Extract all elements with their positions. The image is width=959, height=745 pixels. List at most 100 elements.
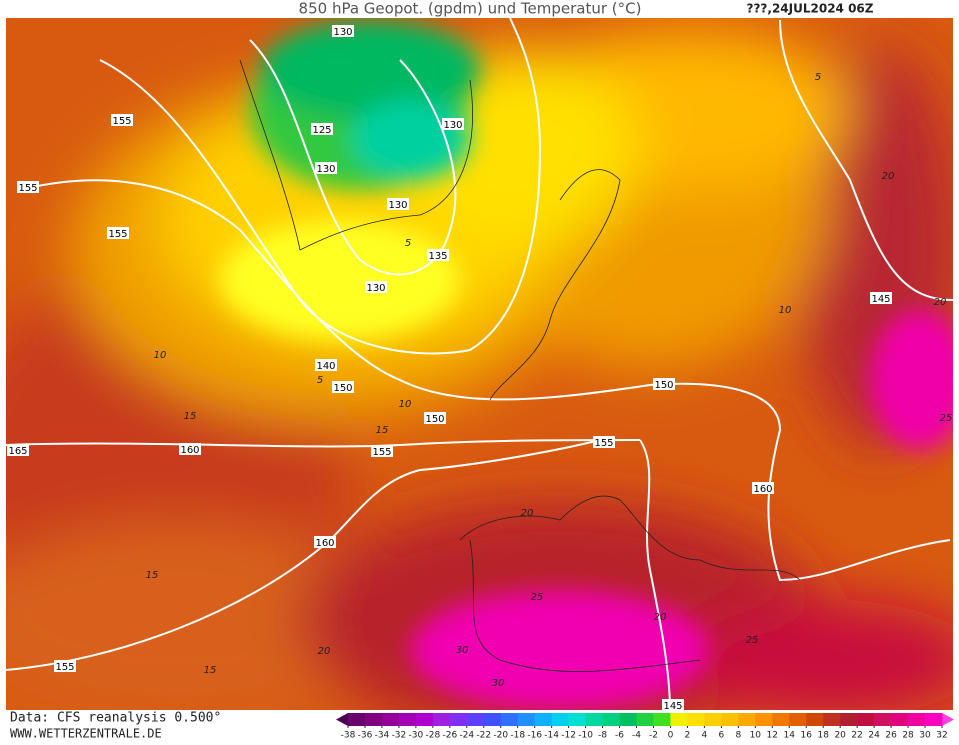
geopotential-value: 130 [333, 27, 352, 38]
temperature-label: 5 [405, 238, 411, 249]
temperature-label: 20 [882, 171, 895, 182]
geopotential-value: 150 [425, 414, 444, 425]
colorbar-box [483, 713, 502, 726]
map-field [6, 18, 953, 710]
colorbar-box [348, 713, 366, 726]
temperature-label: 15 [184, 411, 197, 422]
map-date: ???,24JUL2024 06Z [747, 2, 874, 16]
temperature-label: 10 [779, 305, 792, 316]
label-box [662, 699, 684, 711]
temperature-label: 5 [815, 72, 821, 83]
colorbar-label: -34 [375, 731, 390, 741]
label-box [314, 536, 336, 548]
geopotential-value: 155 [594, 438, 613, 449]
colorbar-label: 32 [936, 731, 947, 741]
colorbar-box [925, 713, 943, 726]
label-box [17, 181, 39, 193]
colorbar-label: 8 [735, 731, 741, 741]
colorbar-box [874, 713, 892, 726]
geopotential-value: 130 [316, 164, 335, 175]
temperature-label: 25 [940, 413, 953, 424]
temperature-label: 30 [492, 678, 505, 689]
geopotential-value: 125 [312, 125, 331, 136]
colorbar-box [517, 713, 535, 726]
colorbar-box [891, 713, 909, 726]
geopotential-value: 150 [333, 383, 352, 394]
colorbar-label: 28 [902, 731, 914, 741]
colorbar-box [721, 713, 739, 726]
colorbar-box [772, 713, 790, 726]
label-box [365, 281, 387, 293]
temperature-label: 5 [317, 375, 323, 386]
colorbar-box [823, 713, 841, 726]
colorbar-label: -10 [578, 731, 593, 741]
temperature-label: 15 [146, 570, 159, 581]
label-box [111, 114, 133, 126]
geopotential-label: 165 [7, 444, 29, 457]
colorbar-label: 24 [868, 731, 880, 741]
label-box [371, 445, 393, 457]
geopotential-label: 150 [332, 381, 354, 394]
colorbar-box [364, 713, 383, 726]
label-box [387, 198, 409, 210]
geopotential-label: 155 [17, 181, 39, 194]
colorbar-label: 18 [817, 731, 829, 741]
colorbar-label: -24 [459, 731, 474, 741]
colorbar-label: 26 [885, 731, 897, 741]
colorbar-label: -12 [561, 731, 576, 741]
geopotential-label: 160 [314, 536, 336, 549]
temperature-label: 20 [654, 612, 667, 623]
geopotential-value: 155 [108, 229, 127, 240]
geopotential-value: 130 [388, 200, 407, 211]
temperature-label: 20 [318, 646, 331, 657]
colorbar-box [398, 713, 417, 726]
colorbar-box [806, 713, 824, 726]
colorbar: -38 -36 -34 -32 -30 -28 -26 -24 -22 -20 -18 -16 -14-… [336, 713, 954, 741]
label-box [54, 660, 76, 672]
colorbar-label: -32 [392, 731, 407, 741]
label-box [653, 378, 675, 390]
geopotential-label: 150 [653, 378, 675, 391]
colorbar-label: -16 [527, 731, 542, 741]
colorbar-label: 12 [767, 731, 778, 741]
colorbar-box [381, 713, 400, 726]
geopotential-label: 155 [371, 445, 393, 458]
geopotential-value: 155 [18, 183, 37, 194]
geopotential-label: 125 [311, 123, 333, 136]
geopotential-label: 145 [870, 292, 892, 305]
colorbar-label: 2 [685, 731, 691, 741]
geopotential-label: 130 [387, 198, 409, 211]
geopotential-label: 130 [315, 162, 337, 175]
colorbar-box [670, 713, 688, 726]
colorbar-high-arrow [942, 713, 954, 726]
geopotential-value: 160 [753, 484, 772, 495]
colorbar-box [704, 713, 722, 726]
colorbar-label: 4 [702, 731, 708, 741]
colorbar-label: 22 [851, 731, 862, 741]
geopotential-label: 160 [179, 443, 201, 456]
coastlines [239, 59, 801, 672]
geopotential-value: 160 [315, 538, 334, 549]
temperature-label: 25 [746, 635, 759, 646]
label-box [593, 436, 615, 448]
geopotential-value: 145 [871, 294, 890, 305]
colorbar-box [687, 713, 705, 726]
colorbar-box [432, 713, 451, 726]
colorbar-label: -6 [615, 731, 624, 741]
temperature-label: 15 [376, 425, 389, 436]
colorbar-box [636, 713, 654, 726]
colorbar-box [619, 713, 637, 726]
colorbar-label: 20 [834, 731, 846, 741]
colorbar-box [738, 713, 756, 726]
colorbar-box [840, 713, 858, 726]
temperature-label: 20 [521, 508, 534, 519]
label-box [752, 482, 774, 494]
colorbar-box [653, 713, 671, 726]
colorbar-label: -38 [341, 731, 356, 741]
colorbar-label: -36 [358, 731, 373, 741]
geopotential-value: 140 [316, 361, 335, 372]
geopotential-value: 150 [654, 380, 673, 391]
temperature-label: 30 [456, 645, 469, 656]
geopotential-label: 130 [332, 25, 354, 38]
